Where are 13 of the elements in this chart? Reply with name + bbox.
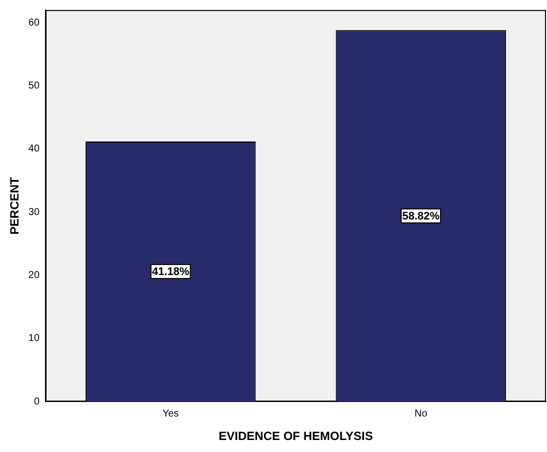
y-tick-label: 20 bbox=[28, 270, 40, 282]
y-tick-label: 60 bbox=[28, 17, 40, 28]
y-tick-label: 50 bbox=[28, 80, 40, 92]
x-tick-label: Yes bbox=[162, 408, 179, 420]
x-tick-label: No bbox=[414, 408, 428, 420]
y-tick-label: 40 bbox=[28, 144, 40, 155]
x-axis-title: EVIDENCE OF HEMOLYSIS bbox=[218, 429, 373, 444]
y-tick-label: 10 bbox=[28, 333, 40, 344]
y-tick-label: 30 bbox=[28, 206, 40, 218]
y-axis-title: PERCENT bbox=[8, 176, 22, 234]
data-label: 41.18% bbox=[152, 266, 190, 278]
data-label: 58.82% bbox=[402, 210, 440, 222]
y-tick-label: 0 bbox=[34, 396, 40, 408]
